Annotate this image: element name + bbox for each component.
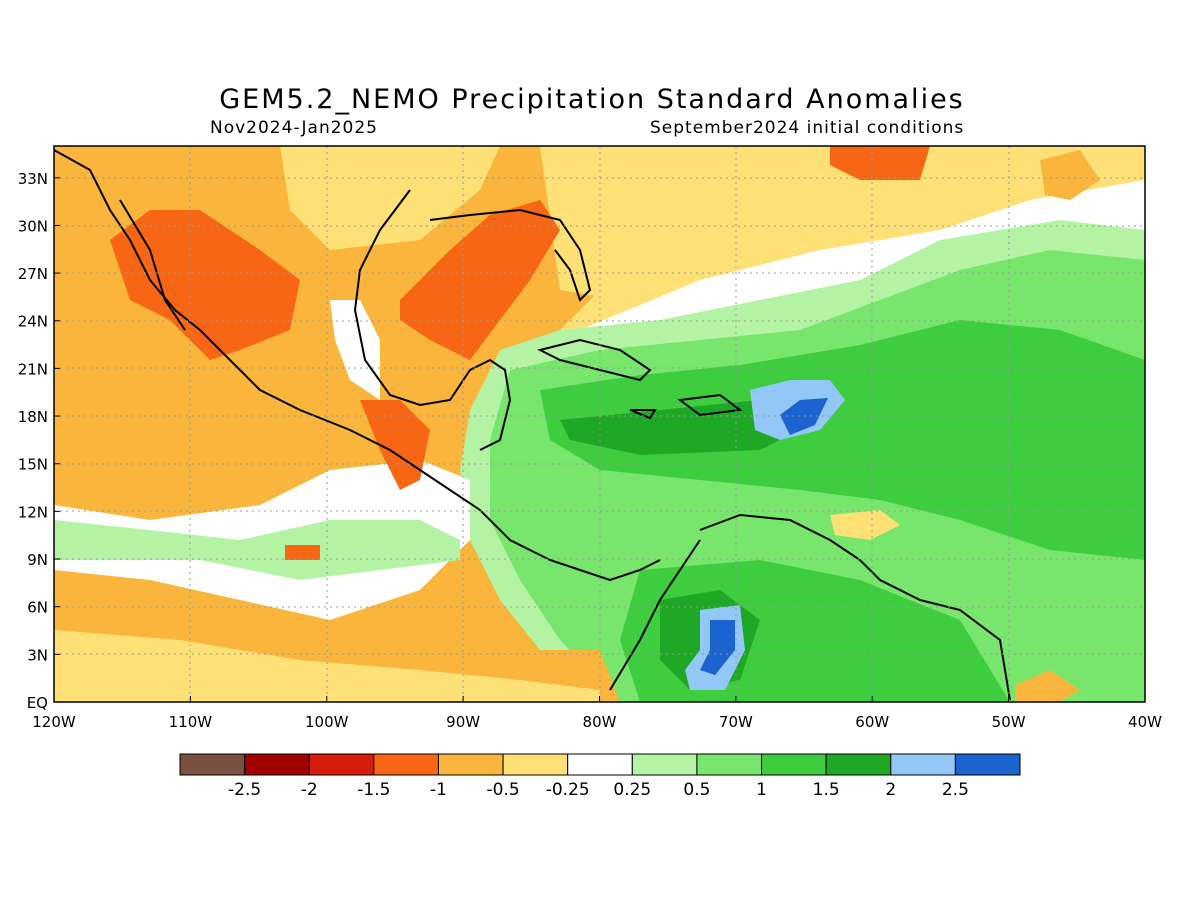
lat-axis: 33N 30N 27N 24N 21N 18N 15N 12N 9N 6N 3N EQ (18, 170, 60, 712)
lon-tick-label: 70W (719, 713, 753, 731)
region-red-gulf (400, 200, 560, 360)
region-orange-ne (1040, 150, 1100, 200)
map-title: GEM5.2_NEMO Precipitation Standard Anoma… (219, 84, 965, 115)
legend-swatch (761, 753, 827, 776)
legend-label: -0.25 (546, 780, 590, 800)
region-green-pacific (54, 520, 460, 580)
region-orange-se (1015, 670, 1080, 702)
region-yellow-south (54, 630, 600, 702)
lat-tick-label: 33N (18, 170, 48, 188)
legend-label: 2.5 (942, 780, 969, 800)
legend-swatch (825, 753, 892, 776)
legend-label: 0.5 (683, 780, 710, 800)
region-midgreen-caribbean (540, 320, 1145, 560)
lon-tick-label: 120W (32, 713, 76, 731)
legend-swatch (954, 753, 1021, 776)
legend-label: -2 (301, 780, 318, 800)
region-red-isthmus (360, 400, 430, 490)
lat-tick-label: 24N (18, 313, 48, 331)
lat-tick-label: EQ (27, 694, 48, 712)
lon-tick-label: 80W (583, 713, 617, 731)
gridlines (54, 146, 1145, 702)
lon-tick-label: 90W (446, 713, 480, 731)
coastline-us-gulf (429, 208, 592, 302)
coastlines (54, 149, 1011, 701)
legend-label: 1.5 (813, 780, 840, 800)
lon-tick-label: 40W (1128, 713, 1162, 731)
region-red-mexico (110, 210, 300, 360)
lat-tick-label: 9N (27, 551, 48, 569)
lat-tick-label: 30N (18, 217, 48, 235)
coastline-gulf (353, 189, 512, 451)
lat-tick-label: 27N (18, 265, 48, 283)
initial-conditions: September2024 initial conditions (650, 118, 965, 138)
lat-tick-label: 3N (27, 646, 48, 664)
coastline-cuba (537, 338, 652, 382)
region-red-pacific-spot (285, 545, 320, 560)
forecast-period: Nov2024-Jan2025 (210, 118, 378, 138)
legend-swatch (631, 753, 698, 776)
legend-label: -0.5 (486, 780, 519, 800)
coastline-colombia-pacific (609, 539, 701, 691)
legend-swatch (373, 753, 439, 776)
legend-swatch (890, 753, 956, 776)
lon-tick-label: 100W (305, 713, 349, 731)
legend-swatch (308, 753, 375, 776)
legend-label: -2.5 (228, 780, 261, 800)
legend-label: -1.5 (357, 780, 390, 800)
legend-swatch (567, 753, 633, 776)
lat-tick-label: 12N (18, 503, 48, 521)
legend-label: -1 (430, 780, 447, 800)
legend-swatch (437, 753, 504, 776)
lat-tick-label: 18N (18, 408, 48, 426)
legend-label: 2 (885, 780, 896, 800)
region-yellow-north (280, 146, 500, 250)
color-legend: -2.5 -2 -1.5 -1 -0.5 -0.25 0.25 0.5 1 1.5 2 2.5 (179, 753, 1021, 800)
lon-tick-label: 60W (855, 713, 889, 731)
coastline-hispaniola (677, 393, 743, 417)
region-red-atlantic (830, 146, 930, 180)
lon-axis: 120W 110W 100W 90W 80W 70W 60W 50W 40W (32, 696, 1162, 731)
legend-swatch (696, 753, 763, 776)
region-darkblue-colombia (700, 620, 735, 675)
anomaly-field (54, 146, 1145, 702)
coastline-south-america (699, 513, 1011, 701)
legend-label: 1 (756, 780, 767, 800)
legend-swatch (244, 753, 310, 776)
lat-tick-label: 15N (18, 456, 48, 474)
legend-swatch (502, 753, 569, 776)
lat-tick-label: 21N (18, 360, 48, 378)
coastline-jamaica (629, 409, 657, 420)
lat-tick-label: 6N (27, 599, 48, 617)
region-white-yucatan (330, 300, 380, 400)
lon-tick-label: 50W (992, 713, 1026, 731)
coastline-pacific-mexico (54, 149, 661, 582)
region-yellow-antilles (830, 510, 900, 540)
legend-label: 0.25 (613, 780, 651, 800)
lon-tick-label: 110W (169, 713, 213, 731)
legend-swatch (179, 753, 246, 776)
coastline-baja (119, 199, 186, 331)
